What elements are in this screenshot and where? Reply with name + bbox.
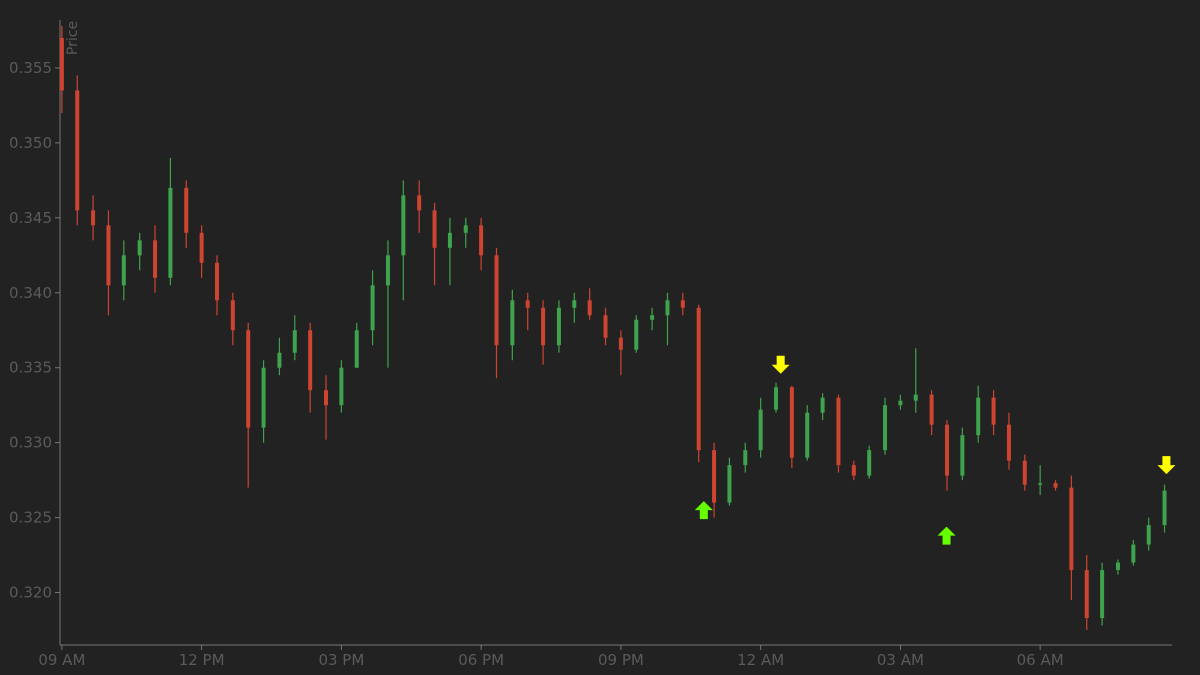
- candle-body: [1069, 487, 1074, 571]
- candle-body: [510, 300, 515, 346]
- y-tick-label: 0.320: [9, 584, 52, 602]
- candle-body: [1006, 424, 1011, 461]
- candle-body: [618, 337, 623, 350]
- candle-body: [851, 465, 856, 476]
- candle-body: [199, 232, 204, 263]
- candle-body: [712, 450, 717, 503]
- y-tick-label: 0.350: [9, 134, 52, 152]
- candle-body: [758, 409, 763, 451]
- candle-body: [261, 367, 266, 428]
- candle-body: [1084, 570, 1089, 619]
- candle-body: [743, 450, 748, 466]
- candle-body: [1022, 460, 1027, 485]
- candle-body: [1162, 490, 1167, 526]
- candle-body: [277, 352, 282, 368]
- y-tick-label: 0.330: [9, 434, 52, 452]
- candle-body: [246, 330, 251, 428]
- x-tick-label: 12 AM: [737, 651, 784, 669]
- candle-body: [417, 195, 422, 211]
- candle-body: [867, 450, 872, 476]
- y-axis-label: Price: [65, 21, 81, 55]
- candle-body: [650, 315, 655, 320]
- candle-body: [292, 330, 297, 353]
- candle-body: [75, 90, 80, 211]
- y-tick-label: 0.340: [9, 284, 52, 302]
- candle-body: [339, 367, 344, 406]
- candle-body: [153, 240, 158, 278]
- candle-body: [106, 225, 111, 286]
- x-tick-label: 09 PM: [598, 651, 644, 669]
- candle-body: [214, 262, 219, 301]
- candle-body: [680, 300, 685, 308]
- candle-body: [463, 225, 468, 233]
- candle-body: [525, 300, 530, 308]
- sell-marker: [771, 355, 790, 374]
- candle-body: [774, 387, 779, 410]
- candle-body: [944, 424, 949, 476]
- sell-marker: [1157, 456, 1176, 475]
- candle-body: [991, 397, 996, 425]
- x-tick-label: 03 AM: [877, 651, 924, 669]
- candle-body: [479, 225, 484, 256]
- y-tick-label: 0.345: [9, 209, 52, 227]
- candle-body: [370, 285, 375, 331]
- candle-body: [836, 397, 841, 466]
- candle-body: [898, 400, 903, 406]
- buy-marker: [937, 526, 956, 545]
- candle-body: [401, 195, 406, 256]
- y-tick-label: 0.355: [9, 59, 52, 77]
- candle-body: [587, 300, 592, 316]
- candle-body: [432, 210, 437, 248]
- candle-body: [121, 255, 126, 286]
- candle-body: [572, 300, 577, 308]
- candle-body: [634, 319, 639, 350]
- candle-body: [883, 405, 888, 451]
- candle-body: [494, 255, 499, 346]
- candle-body: [556, 307, 561, 346]
- candle-body: [913, 394, 918, 401]
- candle-body: [184, 187, 189, 233]
- candle-body: [1115, 562, 1120, 571]
- candle-body: [59, 37, 64, 91]
- x-tick-label: 09 AM: [38, 651, 85, 669]
- candle-body: [1038, 483, 1043, 485]
- candle-body: [805, 412, 810, 458]
- x-tick-label: 06 PM: [458, 651, 504, 669]
- candle-body: [1100, 570, 1105, 619]
- candle-body: [789, 387, 794, 458]
- candle-body: [665, 300, 670, 316]
- x-tick-label: 06 AM: [1017, 651, 1064, 669]
- buy-marker: [694, 501, 713, 520]
- candle-body: [1131, 544, 1136, 563]
- candle-body: [696, 307, 701, 451]
- candle-body: [541, 307, 546, 346]
- candle-body: [603, 315, 608, 338]
- candle-body: [308, 330, 313, 391]
- candle-body: [727, 465, 732, 503]
- candle-body: [929, 394, 934, 425]
- candle-body: [354, 330, 359, 368]
- candle-body: [820, 397, 825, 413]
- candle-body: [168, 187, 173, 278]
- candle-body: [324, 390, 329, 406]
- candle-body: [447, 232, 452, 248]
- candle-body: [1146, 525, 1151, 545]
- candle-body: [1053, 483, 1058, 488]
- y-tick-label: 0.335: [9, 359, 52, 377]
- x-tick-label: 03 PM: [318, 651, 364, 669]
- candle-body: [385, 255, 390, 286]
- candle-body: [960, 435, 965, 476]
- y-tick-label: 0.325: [9, 509, 52, 527]
- candle-body: [976, 397, 981, 436]
- candle-body: [91, 210, 96, 226]
- candle-body: [137, 240, 142, 256]
- candle-body: [230, 300, 235, 331]
- x-tick-label: 12 PM: [179, 651, 225, 669]
